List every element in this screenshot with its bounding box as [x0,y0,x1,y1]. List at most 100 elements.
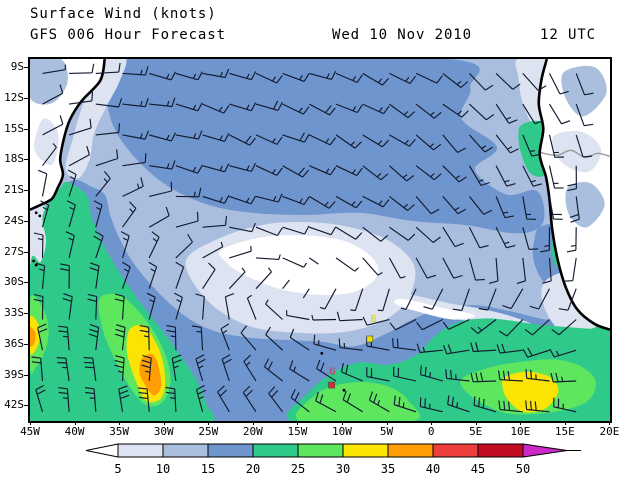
wind-barb [149,71,177,81]
wind-barb [496,343,523,354]
wind-barb [93,231,104,259]
lat-tick-label: 18S [4,152,24,166]
wind-barb [88,323,100,351]
island-dot [320,351,324,355]
wind-barb [415,226,441,243]
island-dot [342,388,346,392]
wind-barb [335,257,359,272]
lon-tick-label: 25W [198,425,219,438]
wind-barb [442,318,470,330]
wind-barb [56,357,70,382]
wind-barb [498,400,523,413]
wind-barb [83,357,97,382]
wind-barb [282,132,310,143]
wind-barb [548,73,569,95]
wind-barb [309,165,337,176]
colorbar-over-arrow [522,443,568,458]
wind-barb [445,369,470,382]
wind-barb [473,396,497,413]
wind-barb [452,288,470,311]
wind-barb [255,226,283,237]
wind-barb [338,338,363,351]
wind-barb [202,103,230,114]
wind-barb [195,293,205,320]
wind-barb [389,226,416,241]
wind-barb [350,288,364,312]
wind-barb [87,293,98,320]
lon-tick-mark [386,421,388,425]
wind-barb [229,102,257,112]
colorbar-segment [207,443,254,458]
wind-barb [255,165,283,176]
wind-barb [415,165,442,181]
colorbar-segment [162,443,209,458]
wind-barb [243,354,257,382]
wind-barb [33,293,44,320]
wind-barb [495,134,519,154]
wind-barb [335,103,363,114]
valid-time: 12 UTC [540,27,596,43]
wind-barb [389,165,415,182]
wind-barb [549,103,571,125]
wind-barb [442,72,469,88]
wind-barb [447,395,470,413]
wind-barb [470,342,497,353]
wind-barb [313,334,337,351]
island-dot [38,214,42,218]
lon-tick-label: 40W [64,425,85,438]
wind-barb [362,165,389,181]
lat-tick-label: 42S [4,398,24,412]
wind-barb [166,325,177,351]
wind-barb [149,132,177,142]
wind-barb [468,226,489,249]
lat-tick-mark [24,282,28,284]
wind-barb [149,160,176,170]
wind-barb [58,325,70,351]
wind-barb [58,387,70,412]
wind-barb [362,103,390,115]
wind-barb [37,323,48,351]
wind-barb [522,196,537,220]
speed-region-5-10 [65,59,127,179]
wind-barb [263,358,283,382]
wind-barb [389,134,416,147]
wind-barb [67,169,77,197]
wind-barb [202,216,228,228]
colorbar-segment [432,443,479,458]
page-title: Surface Wind (knots) [30,6,217,22]
wind-barb [192,325,204,351]
wind-barb [416,343,443,354]
wind-barb [393,366,417,382]
island-dot [32,259,35,263]
wind-barb [335,195,363,209]
wind-barb [416,318,444,331]
colorbar-tick-label: 35 [381,462,395,476]
island-dot [34,263,38,267]
wind-barb [38,169,48,197]
lon-tick-label: 10W [332,425,352,438]
wind-barb [68,145,90,167]
wind-barb [468,73,494,91]
wind-barb [470,372,497,383]
wind-barb [377,288,390,312]
wind-barb [175,261,185,289]
wind-barb [309,195,336,209]
wind-barb [114,324,126,351]
wind-barb [148,261,158,289]
lat-tick-mark [24,67,28,68]
wind-barb [468,196,493,215]
wind-barb [495,226,516,249]
wind-barb [549,348,577,358]
wind-barb [220,323,230,351]
wind-barb [265,326,283,351]
wind-barb [93,200,103,228]
lat-tick-label: 15S [4,121,24,135]
wind-barb [548,196,563,220]
wind-barb [229,195,257,205]
wind-barb [122,177,144,197]
wind-barb [42,64,66,74]
wind-barb [342,390,364,413]
wind-barb [415,103,442,119]
colorbar-tick-label: 40 [426,462,440,476]
